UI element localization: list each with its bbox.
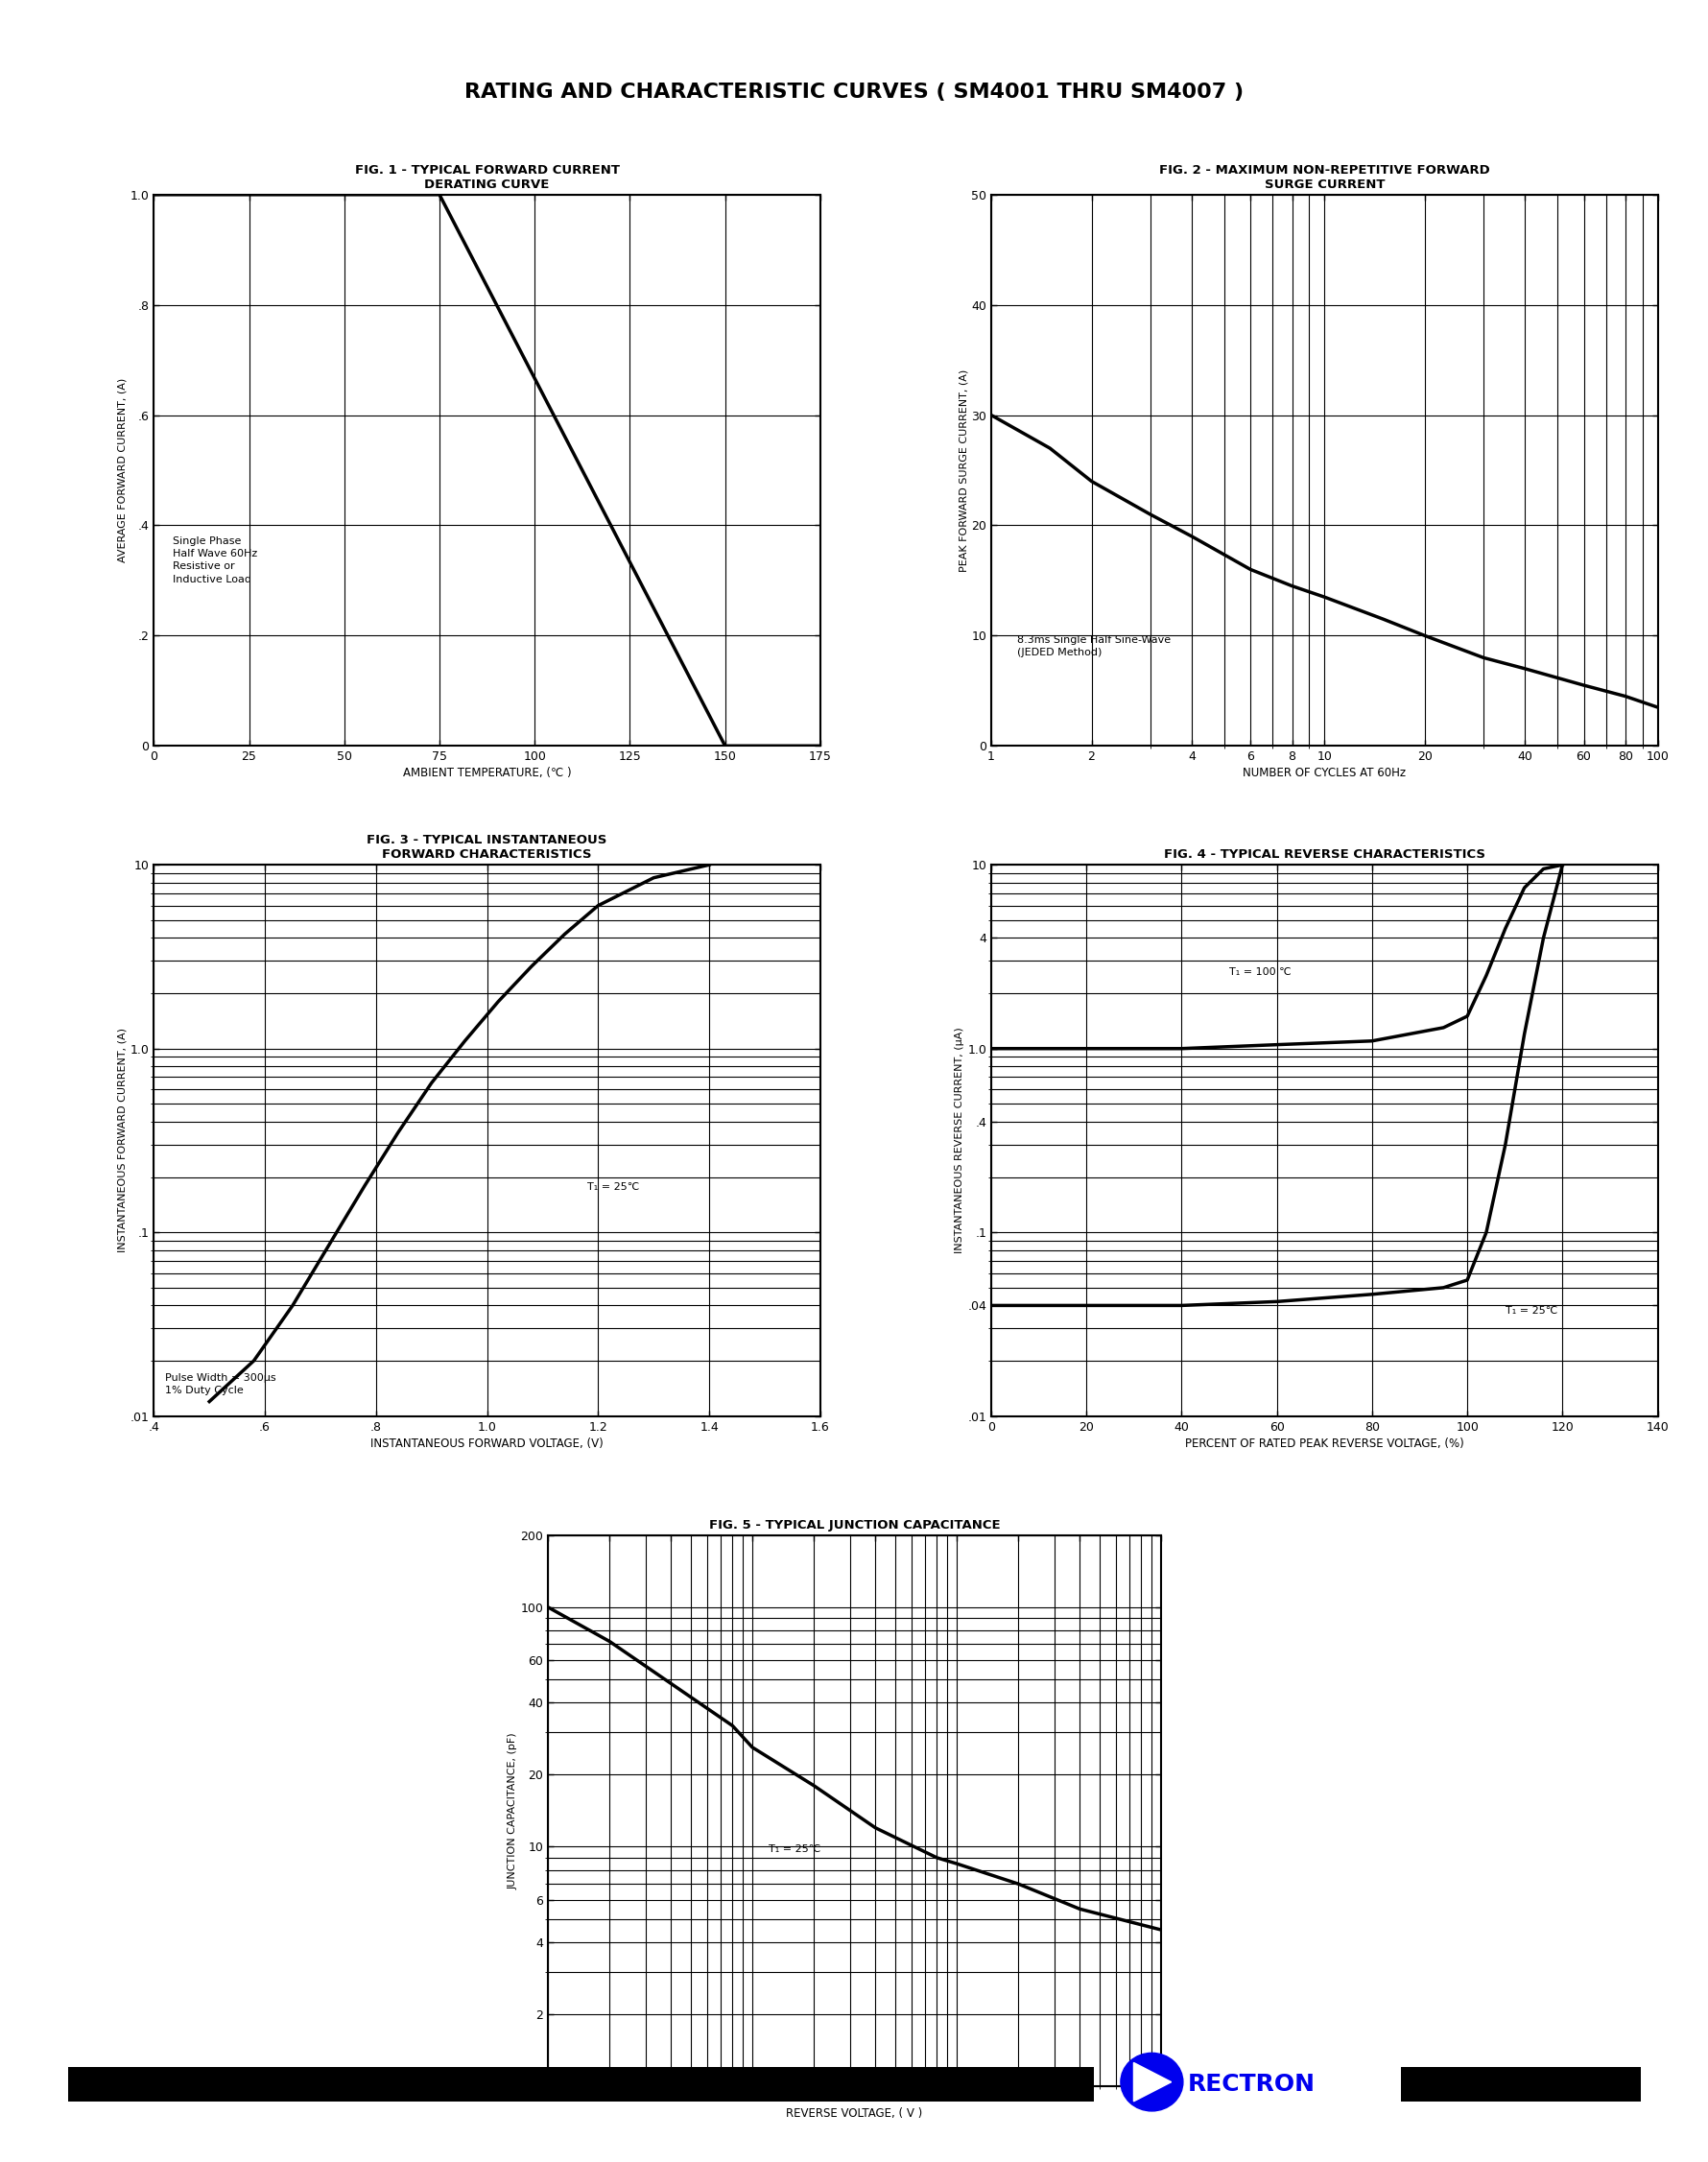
Text: T₁ = 100 ℃: T₁ = 100 ℃ [1228, 969, 1291, 977]
Text: RATING AND CHARACTERISTIC CURVES ( SM4001 THRU SM4007 ): RATING AND CHARACTERISTIC CURVES ( SM400… [465, 82, 1243, 102]
X-axis label: PERCENT OF RATED PEAK REVERSE VOLTAGE, (%): PERCENT OF RATED PEAK REVERSE VOLTAGE, (… [1184, 1438, 1464, 1451]
Y-axis label: JUNCTION CAPACITANCE, (pF): JUNCTION CAPACITANCE, (pF) [507, 1732, 518, 1890]
Title: FIG. 4 - TYPICAL REVERSE CHARACTERISTICS: FIG. 4 - TYPICAL REVERSE CHARACTERISTICS [1163, 848, 1484, 860]
Circle shape [1120, 2054, 1182, 2110]
Title: FIG. 3 - TYPICAL INSTANTANEOUS
FORWARD CHARACTERISTICS: FIG. 3 - TYPICAL INSTANTANEOUS FORWARD C… [367, 835, 606, 860]
Y-axis label: PEAK FORWARD SURGE CURRENT, (A): PEAK FORWARD SURGE CURRENT, (A) [958, 370, 968, 571]
Polygon shape [1132, 2063, 1170, 2101]
Text: RECTRON: RECTRON [1187, 2073, 1315, 2095]
X-axis label: REVERSE VOLTAGE, ( V ): REVERSE VOLTAGE, ( V ) [786, 2108, 922, 2121]
Y-axis label: INSTANTANEOUS REVERSE CURRENT, (μA): INSTANTANEOUS REVERSE CURRENT, (μA) [955, 1027, 965, 1254]
X-axis label: INSTANTANEOUS FORWARD VOLTAGE, (V): INSTANTANEOUS FORWARD VOLTAGE, (V) [371, 1438, 603, 1451]
Text: T₁ = 25℃: T₁ = 25℃ [769, 1844, 820, 1855]
X-axis label: AMBIENT TEMPERATURE, (℃ ): AMBIENT TEMPERATURE, (℃ ) [403, 768, 570, 780]
X-axis label: NUMBER OF CYCLES AT 60Hz: NUMBER OF CYCLES AT 60Hz [1242, 768, 1406, 780]
Y-axis label: INSTANTANEOUS FORWARD CURRENT, (A): INSTANTANEOUS FORWARD CURRENT, (A) [118, 1029, 128, 1252]
Title: FIG. 1 - TYPICAL FORWARD CURRENT
DERATING CURVE: FIG. 1 - TYPICAL FORWARD CURRENT DERATIN… [355, 164, 618, 190]
Text: 8.3ms Single Half Sine-Wave
(JEDED Method): 8.3ms Single Half Sine-Wave (JEDED Metho… [1016, 636, 1170, 657]
Text: T₁ = 25℃: T₁ = 25℃ [588, 1183, 639, 1191]
Y-axis label: AVERAGE FORWARD CURRENT, (A): AVERAGE FORWARD CURRENT, (A) [118, 378, 128, 562]
Title: FIG. 5 - TYPICAL JUNCTION CAPACITANCE: FIG. 5 - TYPICAL JUNCTION CAPACITANCE [709, 1518, 999, 1531]
Text: Single Phase
Half Wave 60Hz
Resistive or
Inductive Load: Single Phase Half Wave 60Hz Resistive or… [173, 536, 258, 584]
Text: Pulse Width = 300μs
1% Duty Cycle: Pulse Width = 300μs 1% Duty Cycle [164, 1373, 275, 1394]
Title: FIG. 2 - MAXIMUM NON-REPETITIVE FORWARD
SURGE CURRENT: FIG. 2 - MAXIMUM NON-REPETITIVE FORWARD … [1158, 164, 1489, 190]
Text: T₁ = 25℃: T₁ = 25℃ [1505, 1306, 1556, 1317]
